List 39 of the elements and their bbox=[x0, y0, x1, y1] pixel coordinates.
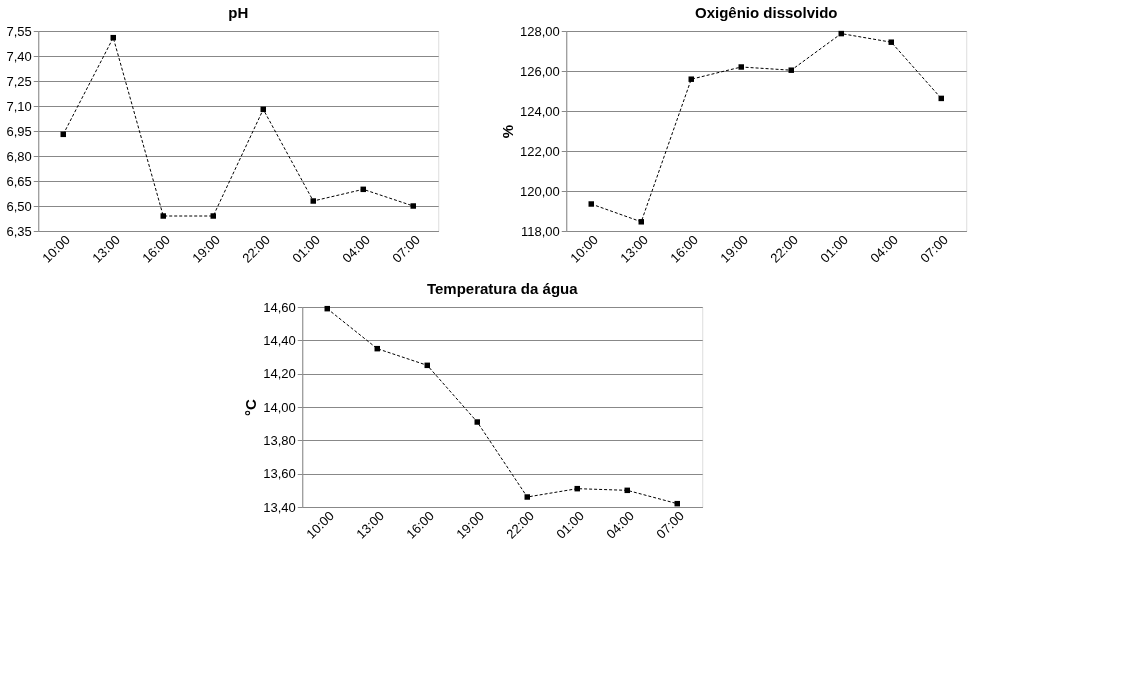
y-tick-label: 14,60 bbox=[263, 299, 296, 315]
y-tick-label: 7,55 bbox=[6, 23, 32, 39]
point bbox=[310, 198, 316, 204]
y-tick-label: 13,80 bbox=[263, 432, 296, 448]
y-axis-title: % bbox=[498, 124, 516, 139]
chart-title: Temperatura da água bbox=[426, 280, 579, 297]
y-tick-label: 118,00 bbox=[520, 223, 560, 239]
y-tick-label: 6,65 bbox=[6, 173, 32, 189]
point bbox=[788, 67, 794, 73]
y-tick-label: 13,60 bbox=[263, 466, 296, 482]
point bbox=[474, 419, 480, 425]
y-tick-label: 128,00 bbox=[519, 23, 560, 39]
y-tick-label: 120,00 bbox=[519, 183, 560, 199]
y-tick-label: 14,40 bbox=[263, 332, 296, 348]
point bbox=[410, 203, 416, 209]
y-tick-label: 13,40 bbox=[263, 499, 296, 515]
point bbox=[524, 494, 530, 500]
y-tick-label: 7,25 bbox=[6, 73, 32, 89]
point bbox=[738, 64, 744, 70]
y-tick-label: 7,40 bbox=[6, 48, 32, 64]
chart-title: Oxigênio dissolvido bbox=[694, 4, 838, 21]
y-tick-label: 6,35 bbox=[6, 223, 32, 239]
y-tick-label: 14,00 bbox=[263, 399, 296, 415]
point bbox=[210, 213, 216, 219]
y-tick-label: 122,00 bbox=[519, 143, 560, 159]
point bbox=[638, 219, 644, 225]
point bbox=[688, 76, 694, 82]
y-tick-label: 124,00 bbox=[519, 103, 560, 119]
y-axis-title: °C bbox=[242, 398, 260, 416]
y-tick-label: 7,10 bbox=[6, 98, 32, 114]
y-tick-label: 6,80 bbox=[6, 148, 32, 164]
chart-title: pH bbox=[228, 4, 249, 21]
y-tick-label: 6,95 bbox=[6, 123, 32, 139]
y-tick-label: 14,20 bbox=[263, 366, 296, 382]
y-tick-label: 6,50 bbox=[6, 198, 32, 214]
point bbox=[588, 201, 594, 207]
y-tick-label: 126,00 bbox=[519, 63, 560, 79]
point bbox=[888, 39, 894, 45]
point bbox=[160, 213, 166, 219]
